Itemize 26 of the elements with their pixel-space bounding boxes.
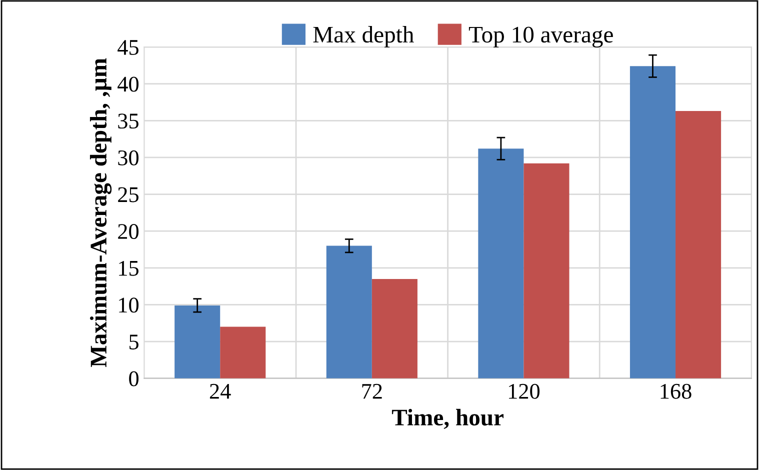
y-tick-label: 0 [129,371,138,386]
bar [220,326,266,378]
y-tick-label: 10 [119,298,138,313]
x-tick-label: 168 [660,384,692,399]
y-axis-title: Maximum-Average depth, ,µm [90,58,112,368]
x-axis-title: Time, hour [392,408,504,429]
x-tick-label: 72 [362,384,382,399]
bar [524,163,570,378]
y-tick-label: 25 [118,187,138,202]
x-tick-label: 24 [210,384,231,399]
y-tick-label: 30 [118,150,138,166]
y-tick-label: 45 [118,40,138,55]
x-tick-label: 120 [509,384,540,399]
y-tick-label: 35 [118,114,138,129]
y-tick-label: 40 [118,76,138,92]
legend-label: Top 10 average [468,26,613,48]
bar [326,246,372,378]
y-tick-label: 15 [119,260,138,276]
bar [630,66,676,378]
bar [676,111,722,378]
y-tick-label: 20 [118,224,138,240]
bar [478,148,524,378]
legend-label: Max depth [313,26,414,48]
y-tick-label: 5 [130,334,138,350]
bar [174,305,220,378]
bar [372,278,418,378]
